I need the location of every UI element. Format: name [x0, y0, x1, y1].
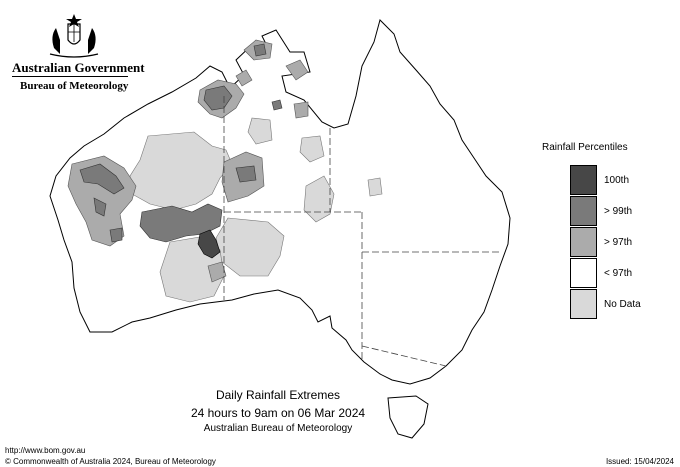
legend-swatch-99th	[570, 196, 597, 226]
legend-swatch-no-data	[570, 289, 597, 319]
legend-swatch-below-97th	[570, 258, 597, 288]
legend-swatch-97th	[570, 227, 597, 257]
legend-label-97th: > 97th	[604, 237, 633, 248]
legend-swatch-100th	[570, 165, 597, 195]
state-borders	[223, 96, 500, 367]
header-divider	[12, 76, 128, 77]
above-99th-regions	[79, 43, 283, 243]
map-title: Daily Rainfall Extremes	[215, 388, 341, 402]
map-source: Australian Bureau of Meteorology	[203, 423, 353, 434]
legend-label-99th: > 99th	[604, 206, 633, 217]
map-period: 24 hours to 9am on 06 Mar 2024	[190, 406, 366, 420]
100th-region	[197, 229, 221, 259]
tasmania-outline	[387, 395, 429, 439]
legend-label-100th: 100th	[604, 175, 630, 186]
legend-title: Rainfall Percentiles	[542, 142, 628, 153]
coat-of-arms-icon	[49, 14, 99, 58]
government-name: Australian Government	[12, 60, 145, 75]
footer-copyright: © Commonwealth of Australia 2024, Bureau…	[5, 457, 216, 466]
footer-url[interactable]: http://www.bom.gov.au	[5, 446, 86, 455]
legend-label-below-97th: < 97th	[604, 268, 633, 279]
footer-issued: Issued: 15/04/2024	[605, 457, 674, 466]
legend-label-no-data: No Data	[604, 299, 641, 310]
bureau-name: Bureau of Meteorology	[20, 80, 129, 92]
